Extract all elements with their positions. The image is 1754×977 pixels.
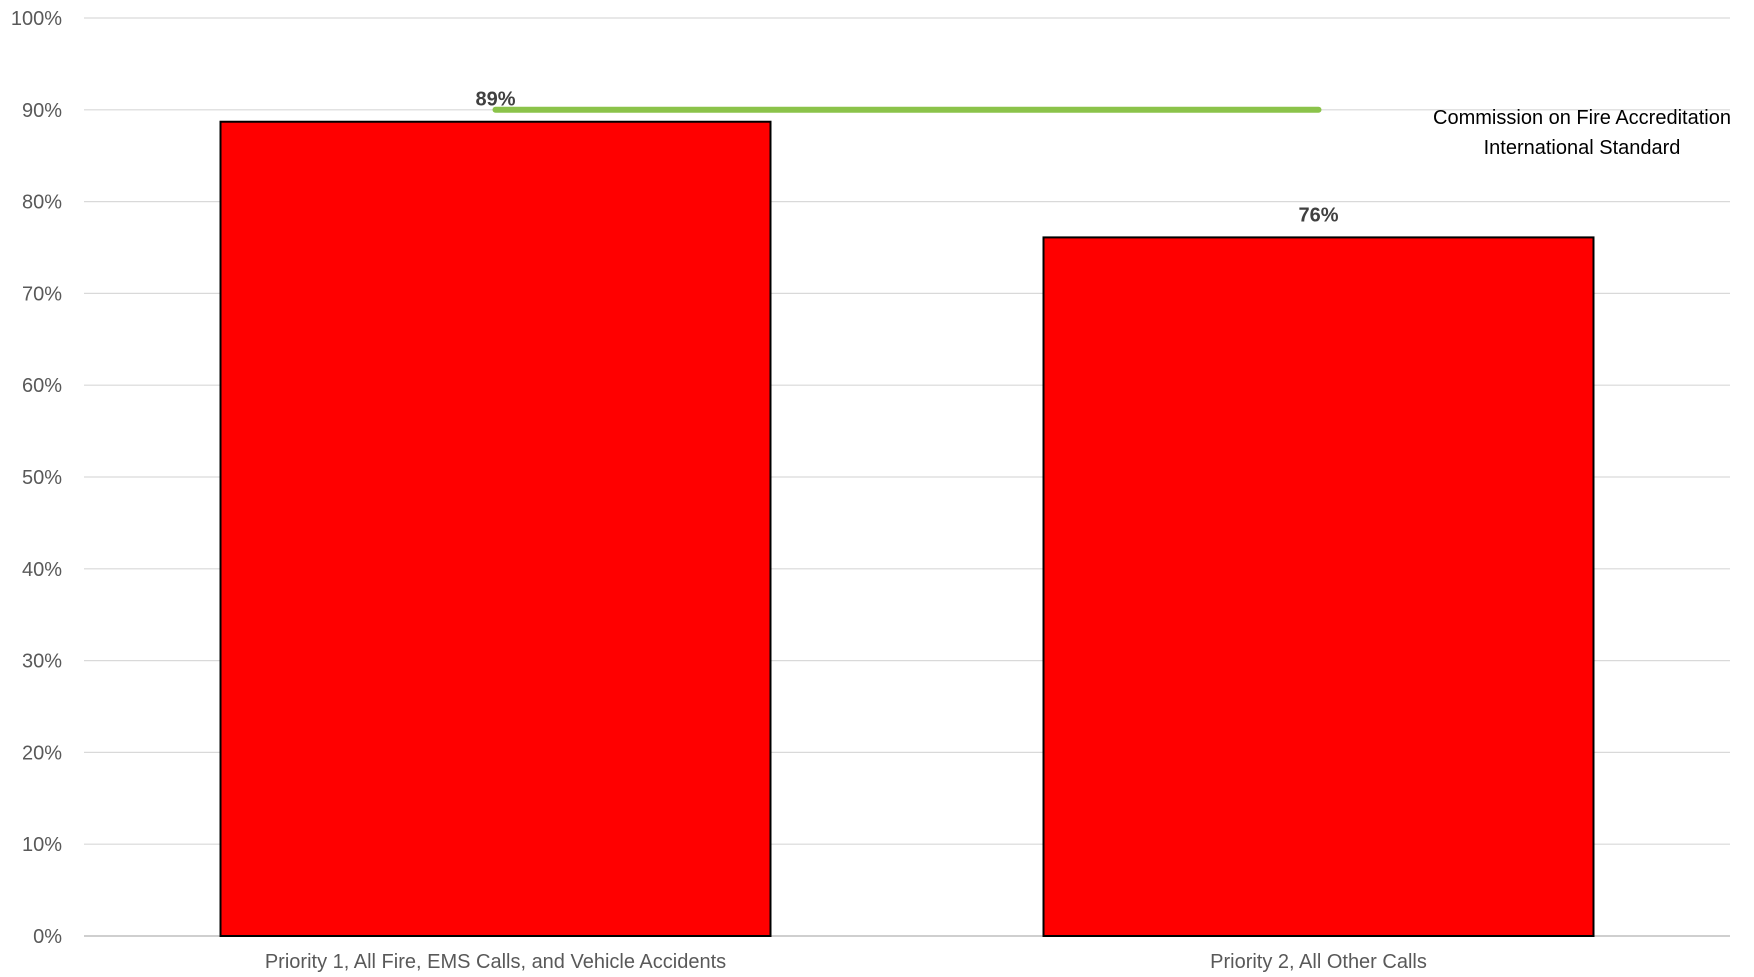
- bar: [219, 120, 772, 937]
- y-axis-tick-labels: 0% 10% 20% 30% 40% 50% 60% 70% 80% 90% 100%: [11, 8, 62, 948]
- bar-data-label: 76%: [1298, 204, 1338, 226]
- y-tick-label: 10%: [22, 834, 62, 856]
- y-tick-label: 40%: [22, 559, 62, 581]
- bar: [1042, 236, 1595, 938]
- reference-line-label: Commission on Fire Accreditation: [1433, 107, 1731, 129]
- reference-line-label: International Standard: [1484, 137, 1681, 159]
- y-tick-label: 80%: [22, 192, 62, 214]
- x-axis-category-labels: Priority 1, All Fire, EMS Calls, and Veh…: [265, 951, 1427, 973]
- y-tick-label: 70%: [22, 283, 62, 305]
- y-tick-label: 0%: [33, 926, 62, 948]
- bar-data-label: 89%: [475, 89, 515, 111]
- x-category-label: Priority 1, All Fire, EMS Calls, and Veh…: [265, 951, 726, 973]
- data-labels: 89% 76%: [475, 89, 1338, 227]
- y-tick-label: 90%: [22, 100, 62, 122]
- y-tick-label: 100%: [11, 8, 62, 30]
- reference-line-group: Commission on Fire Accreditation Internat…: [492, 106, 1731, 159]
- x-category-label: Priority 2, All Other Calls: [1210, 951, 1427, 973]
- y-tick-label: 20%: [22, 742, 62, 764]
- y-tick-label: 50%: [22, 467, 62, 489]
- y-tick-label: 60%: [22, 375, 62, 397]
- y-tick-label: 30%: [22, 651, 62, 673]
- bars: [219, 120, 1595, 938]
